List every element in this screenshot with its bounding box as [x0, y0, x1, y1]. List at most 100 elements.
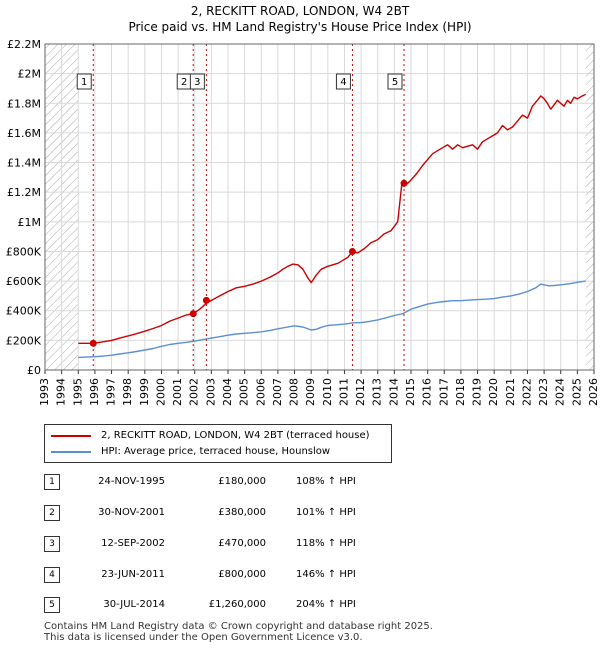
sale-price: £1,260,000	[208, 599, 266, 610]
x-tick-label: 2003	[204, 378, 217, 406]
sale-price: £800,000	[218, 569, 266, 580]
sale-hpi-change: 108% ↑ HPI	[296, 476, 356, 487]
x-tick-label: 2014	[387, 378, 400, 406]
y-tick-label: £2M	[18, 68, 42, 81]
x-tick-label: 1996	[88, 378, 101, 406]
plot-border	[44, 43, 595, 371]
y-tick-label: £800K	[6, 245, 42, 258]
sale-date: 23-JUN-2011	[101, 569, 165, 580]
x-tick-label: 2002	[188, 378, 201, 406]
x-tick-label: 2000	[154, 378, 167, 406]
x-tick-label: 2012	[354, 378, 367, 406]
y-tick-label: £0	[27, 364, 41, 377]
x-tick-label: 2017	[437, 378, 450, 406]
sale-point	[400, 179, 408, 187]
x-tick-label: 2026	[587, 378, 600, 406]
legend-label-hpi: HPI: Average price, terraced house, Houn…	[101, 446, 331, 457]
x-tick-label: 2005	[238, 378, 251, 406]
sale-hpi-change: 204% ↑ HPI	[296, 599, 356, 610]
sale-number-badge: 5	[44, 597, 60, 613]
sale-point	[89, 339, 97, 347]
sale-marker-box	[76, 73, 92, 90]
sale-number-badge: 4	[44, 567, 60, 583]
x-tick-label: 2008	[288, 378, 301, 406]
hpi-series-line	[78, 280, 586, 359]
plot-area	[45, 44, 594, 370]
y-tick-label: £1.4M	[7, 157, 41, 170]
sale-point	[348, 247, 356, 255]
x-tick-label: 2013	[371, 378, 384, 406]
x-tick-label: 2018	[454, 378, 467, 406]
sale-hpi-change: 118% ↑ HPI	[296, 538, 356, 549]
x-tick-label: 1994	[55, 378, 68, 406]
sale-marker-label: 3	[194, 77, 200, 88]
x-tick-label: 2022	[520, 378, 533, 406]
x-tick-label: 1993	[38, 378, 51, 406]
x-tick-label: 2016	[421, 378, 434, 406]
x-tick-label: 1997	[105, 378, 118, 406]
y-tick-label: £1.8M	[7, 97, 41, 110]
x-tick-label: 1998	[121, 378, 134, 406]
sale-number-badge: 2	[44, 505, 60, 521]
table-row: 5 30-JUL-2014 £1,260,000 204% ↑ HPI	[0, 597, 600, 615]
price-paid-series-line	[78, 93, 586, 344]
sale-date: 30-NOV-2001	[98, 507, 165, 518]
sale-number-badge: 3	[44, 536, 60, 552]
x-tick-label: 2023	[537, 378, 550, 406]
x-tick-label: 1995	[71, 378, 84, 406]
y-tick-label: £1.6M	[7, 127, 41, 140]
sale-point	[189, 310, 197, 318]
x-tick-label: 2020	[487, 378, 500, 406]
table-row: 2 30-NOV-2001 £380,000 101% ↑ HPI	[0, 505, 600, 523]
sale-marker-label: 4	[340, 77, 346, 88]
chart-legend: 2, RECKITT ROAD, LONDON, W4 2BT (terrace…	[44, 424, 392, 463]
y-tick-label: £2.2M	[7, 38, 41, 51]
sale-point	[202, 296, 210, 304]
x-tick-label: 1999	[138, 378, 151, 406]
y-tick-label: £1.2M	[7, 186, 41, 199]
footer-copyright: Contains HM Land Registry data © Crown c…	[44, 621, 433, 632]
sale-price: £470,000	[218, 538, 266, 549]
x-tick-label: 2009	[304, 378, 317, 406]
sale-marker-label: 2	[181, 77, 187, 88]
sale-marker-box	[387, 73, 403, 90]
x-tick-label: 2006	[254, 378, 267, 406]
legend-swatch-price	[51, 435, 91, 437]
x-tick-label: 2021	[504, 378, 517, 406]
x-tick-label: 2024	[554, 378, 567, 406]
footer-licence: This data is licensed under the Open Gov…	[44, 632, 363, 643]
x-tick-label: 2025	[570, 378, 583, 406]
sale-marker-box	[335, 73, 351, 90]
sale-number-badge: 1	[44, 474, 60, 490]
x-tick-label: 2007	[271, 378, 284, 406]
x-tick-label: 2010	[321, 378, 334, 406]
x-tick-label: 2011	[337, 378, 350, 406]
y-tick-label: £1M	[18, 216, 42, 229]
sale-price: £380,000	[218, 507, 266, 518]
sale-marker-label: 5	[392, 77, 398, 88]
sale-hpi-change: 101% ↑ HPI	[296, 507, 356, 518]
legend-item-price: 2, RECKITT ROAD, LONDON, W4 2BT (terrace…	[45, 428, 385, 444]
sale-date: 24-NOV-1995	[98, 476, 165, 487]
x-tick-label: 2001	[171, 378, 184, 406]
sale-date: 12-SEP-2002	[101, 538, 165, 549]
chart-subtitle: Price paid vs. HM Land Registry's House …	[128, 20, 472, 34]
y-tick-label: £200K	[6, 334, 42, 347]
table-row: 3 12-SEP-2002 £470,000 118% ↑ HPI	[0, 536, 600, 554]
chart-title: 2, RECKITT ROAD, LONDON, W4 2BT	[190, 4, 410, 18]
x-tick-label: 2019	[471, 378, 484, 406]
legend-item-hpi: HPI: Average price, terraced house, Houn…	[45, 444, 385, 460]
no-data-region-right	[585, 44, 594, 370]
table-row: 1 24-NOV-1995 £180,000 108% ↑ HPI	[0, 474, 600, 492]
sale-price: £180,000	[218, 476, 266, 487]
sale-hpi-change: 146% ↑ HPI	[296, 569, 356, 580]
x-tick-label: 2004	[221, 378, 234, 406]
sale-marker-box	[189, 73, 205, 90]
sale-date: 30-JUL-2014	[103, 599, 165, 610]
table-row: 4 23-JUN-2011 £800,000 146% ↑ HPI	[0, 567, 600, 585]
sale-marker-label: 1	[81, 77, 87, 88]
x-tick-label: 2015	[404, 378, 417, 406]
y-tick-label: £600K	[6, 275, 42, 288]
legend-swatch-hpi	[51, 451, 91, 453]
price-chart: 1993 1994 1995 1996 1997 1998 1999 2000 2001 2002…	[6, 38, 600, 406]
